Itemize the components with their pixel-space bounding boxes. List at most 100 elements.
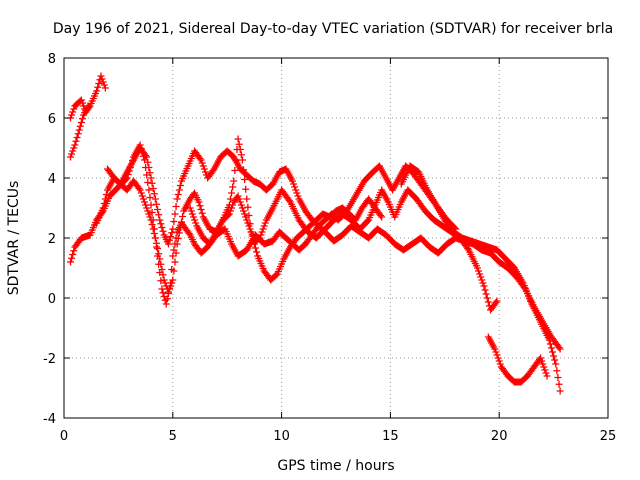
data-point [70, 144, 78, 152]
data-point [171, 258, 179, 266]
data-point [164, 288, 172, 296]
data-point [495, 357, 503, 365]
data-point [186, 204, 194, 212]
data-point [159, 271, 167, 279]
data-point [166, 236, 174, 244]
data-point [185, 230, 193, 237]
data-point [251, 244, 259, 252]
data-point [136, 186, 144, 194]
data-point [293, 189, 301, 197]
data-point [99, 78, 107, 86]
data-point [161, 279, 169, 287]
data-point [492, 299, 500, 306]
data-point [167, 282, 175, 290]
data-point [171, 210, 179, 218]
data-point [243, 216, 251, 224]
data-point [69, 147, 77, 155]
data-point [146, 194, 154, 201]
data-point [198, 159, 206, 167]
data-point [201, 168, 209, 176]
data-point [225, 210, 233, 218]
data-point [144, 207, 152, 215]
data-point [464, 245, 472, 252]
data-point [237, 151, 245, 159]
data-point [76, 122, 84, 130]
x-tick-label: 5 [169, 429, 177, 444]
series-track-7 [397, 162, 564, 395]
data-point [150, 230, 158, 237]
data-point [178, 218, 186, 226]
data-point [138, 192, 146, 200]
data-point [291, 183, 299, 191]
data-point [167, 233, 175, 240]
data-point [175, 229, 183, 237]
data-point [240, 166, 248, 174]
data-point [235, 140, 243, 148]
data-point [538, 357, 546, 365]
data-point [236, 198, 244, 206]
data-point [553, 367, 561, 375]
data-point [230, 177, 238, 185]
data-point [151, 234, 159, 242]
data-point [237, 201, 245, 209]
data-point [135, 185, 143, 192]
data-point [549, 348, 557, 356]
data-point [196, 155, 204, 162]
data-point [492, 348, 500, 356]
y-tick-label: 2 [48, 232, 56, 247]
data-point [148, 209, 156, 216]
data-point [78, 99, 86, 107]
data-point [101, 195, 109, 203]
y-tick-label: 8 [48, 52, 56, 67]
x-tick-label: 0 [60, 429, 68, 444]
data-point [551, 356, 559, 364]
data-point [556, 345, 564, 353]
data-point [260, 222, 268, 230]
data-point [473, 264, 481, 272]
data-point [197, 156, 205, 164]
data-point [257, 231, 265, 239]
data-point [145, 186, 153, 194]
data-point [554, 374, 562, 381]
data-point [148, 221, 156, 228]
data-point [98, 75, 106, 83]
data-point [482, 290, 490, 298]
data-point [491, 345, 499, 353]
data-point [494, 354, 502, 362]
axis-ticks: 0 5 10 15 20 25 -4 -2 0 2 4 6 8 [43, 52, 616, 444]
data-point [229, 183, 237, 191]
series-track-1 [67, 72, 109, 122]
y-tick-label: 0 [48, 292, 56, 307]
data-point [164, 240, 172, 248]
data-point [552, 360, 560, 368]
data-point [169, 225, 177, 233]
y-axis-label: SDTVAR / TECUs [6, 181, 22, 296]
data-point [73, 134, 81, 141]
data-point [481, 286, 489, 294]
data-point [77, 96, 85, 104]
data-point [242, 213, 250, 221]
data-point [378, 213, 386, 221]
data-point [94, 83, 102, 91]
data-point [168, 279, 176, 287]
data-point [175, 186, 183, 194]
data-point [152, 200, 160, 208]
data-point [100, 200, 108, 207]
data-point [243, 195, 251, 203]
data-point [555, 380, 563, 388]
y-tick-label: -4 [43, 412, 56, 427]
y-tick-label: -2 [43, 352, 56, 367]
data-point [146, 213, 154, 221]
data-point [238, 156, 246, 164]
data-point [292, 186, 300, 194]
data-point [145, 164, 153, 171]
data-point [176, 182, 184, 189]
data-point [157, 260, 165, 268]
data-point [149, 225, 157, 233]
data-point [152, 239, 160, 247]
data-point [100, 81, 108, 89]
data-point [248, 232, 256, 240]
data-point [543, 372, 551, 380]
data-point [199, 162, 207, 170]
